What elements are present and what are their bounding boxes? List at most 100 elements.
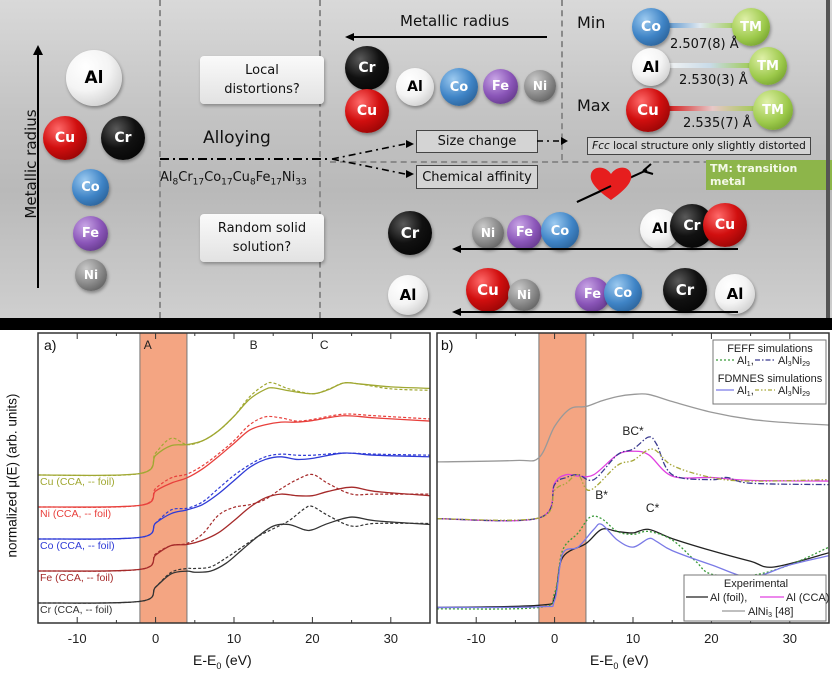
series-line bbox=[436, 450, 830, 522]
chart-a: -10 0 10 20 30 A B C Cu (CCA, -- foil) Ni (CCA, -… bbox=[37, 332, 431, 646]
svg-text:Ni (CCA, -- foil): Ni (CCA, -- foil) bbox=[40, 508, 111, 520]
alloying-dash-dot-arrows bbox=[160, 140, 414, 178]
svg-text:-10: -10 bbox=[68, 631, 87, 646]
atom-fe: Fe bbox=[483, 69, 518, 104]
xanes-charts: -10 0 10 20 30 A B C Cu (CCA, -- foil) Ni (CCA, -… bbox=[37, 332, 830, 646]
atom-cu: Cu bbox=[345, 89, 389, 133]
atom-cr: Cr bbox=[663, 268, 707, 312]
svg-text:Fe (CCA, -- foil): Fe (CCA, -- foil) bbox=[40, 572, 114, 584]
atom-co: Co bbox=[541, 212, 579, 250]
atom-al: Al bbox=[388, 275, 428, 315]
x-axis-label-a: E-E0 (eV) bbox=[193, 652, 252, 671]
atom-cr: Cr bbox=[388, 211, 432, 255]
size-change-box: Size change bbox=[416, 130, 538, 153]
atom-cu: Cu bbox=[43, 116, 87, 160]
series-foil bbox=[37, 452, 431, 540]
bond-distance: 2.507(8) Å bbox=[670, 37, 739, 52]
fcc-conclusion-box: Fcc local structure only slightly distor… bbox=[587, 137, 811, 155]
atom-cu: Cu bbox=[703, 203, 747, 247]
svg-text:B: B bbox=[250, 338, 258, 352]
svg-text:B*: B* bbox=[595, 488, 608, 502]
atom-co: Co bbox=[440, 68, 478, 106]
svg-text:10: 10 bbox=[227, 631, 241, 646]
series-cca bbox=[37, 486, 431, 572]
atom-ni: Ni bbox=[524, 70, 556, 102]
bond-distance: 2.535(7) Å bbox=[683, 116, 752, 131]
series-cca bbox=[37, 516, 431, 604]
svg-text:Al1,: Al1, bbox=[737, 385, 754, 398]
schematic-panel: Metallic radius Al Cu Cr Co Fe Ni Local d… bbox=[0, 0, 832, 318]
atom-tm: TM bbox=[753, 90, 793, 130]
atom-al: Al bbox=[715, 274, 755, 314]
heart-arrow-icon bbox=[576, 163, 654, 203]
svg-text:Co (CCA, -- foil): Co (CCA, -- foil) bbox=[40, 540, 115, 552]
plot-frame bbox=[436, 332, 830, 624]
panel-b-label: b) bbox=[441, 337, 454, 353]
svg-text:AlNi3 [48]: AlNi3 [48] bbox=[748, 606, 793, 619]
series-foil bbox=[37, 413, 431, 508]
tm-note: TM: transition metal bbox=[706, 160, 832, 190]
plot-frame bbox=[37, 332, 431, 624]
svg-text:Al3Ni29: Al3Ni29 bbox=[778, 385, 810, 398]
atom-co: Co bbox=[632, 8, 670, 46]
divider bbox=[561, 0, 563, 160]
svg-text:30: 30 bbox=[783, 631, 797, 646]
svg-text:C*: C* bbox=[646, 501, 660, 515]
series-line bbox=[436, 523, 830, 609]
series-cca bbox=[37, 452, 431, 540]
bond bbox=[665, 106, 760, 111]
svg-text:Al3Ni29: Al3Ni29 bbox=[778, 355, 810, 368]
legend-experimental: Experimental Al (foil), Al (CCA) AlNi3 [48] bbox=[683, 574, 829, 622]
arrow bbox=[452, 308, 738, 316]
series-line bbox=[436, 448, 830, 521]
divider bbox=[330, 161, 750, 163]
svg-text:0: 0 bbox=[551, 631, 558, 646]
atom-al: Al bbox=[396, 68, 434, 106]
series-cca bbox=[37, 415, 431, 508]
bond bbox=[665, 63, 755, 68]
composition-formula: Al8Cr17Co17Cu8Fe17Ni33 bbox=[160, 170, 307, 188]
svg-text:-10: -10 bbox=[467, 631, 486, 646]
metallic-radius-arrow-label: Metallic radius bbox=[400, 12, 510, 30]
atom-al: Al bbox=[632, 48, 670, 86]
series-foil bbox=[37, 505, 431, 604]
svg-text:30: 30 bbox=[384, 631, 398, 646]
panel-a-label: a) bbox=[44, 337, 57, 353]
panel-separator bbox=[0, 318, 832, 330]
series-line bbox=[436, 528, 830, 609]
series-foil bbox=[37, 381, 431, 477]
svg-text:FDMNES simulations: FDMNES simulations bbox=[718, 373, 823, 385]
svg-text:Al1,: Al1, bbox=[737, 355, 754, 368]
metallic-radius-decrease-arrow bbox=[345, 33, 547, 41]
y-axis-label: normalized μ(E) (arb. units) bbox=[4, 393, 20, 558]
svg-text:0: 0 bbox=[152, 631, 159, 646]
series-cca bbox=[37, 381, 431, 477]
svg-text:20: 20 bbox=[704, 631, 718, 646]
series-line bbox=[436, 515, 830, 610]
atom-al: Al bbox=[66, 50, 122, 106]
svg-text:BC*: BC* bbox=[622, 424, 644, 438]
chemical-affinity-box: Chemical affinity bbox=[416, 165, 538, 189]
atom-cu: Cu bbox=[626, 88, 670, 132]
arrow bbox=[537, 137, 568, 145]
atom-tm: TM bbox=[749, 47, 787, 85]
svg-text:Al (foil),: Al (foil), bbox=[710, 592, 747, 604]
svg-text:10: 10 bbox=[626, 631, 640, 646]
atom-cr: Cr bbox=[101, 116, 145, 160]
atom-tm: TM bbox=[732, 8, 770, 46]
alloying-label: Alloying bbox=[203, 128, 271, 148]
metallic-radius-label: Metallic radius bbox=[22, 109, 40, 219]
atom-fe: Fe bbox=[73, 216, 108, 251]
series-line bbox=[436, 436, 830, 522]
atom-ni: Ni bbox=[508, 279, 540, 311]
atom-ni: Ni bbox=[75, 259, 107, 291]
svg-text:Cu (CCA, -- foil): Cu (CCA, -- foil) bbox=[40, 476, 115, 488]
atom-fe: Fe bbox=[575, 277, 610, 312]
atom-cu: Cu bbox=[466, 268, 510, 312]
svg-text:FEFF simulations: FEFF simulations bbox=[727, 343, 813, 355]
atom-co: Co bbox=[604, 274, 642, 312]
svg-text:Experimental: Experimental bbox=[724, 578, 788, 590]
svg-text:A: A bbox=[144, 338, 152, 352]
